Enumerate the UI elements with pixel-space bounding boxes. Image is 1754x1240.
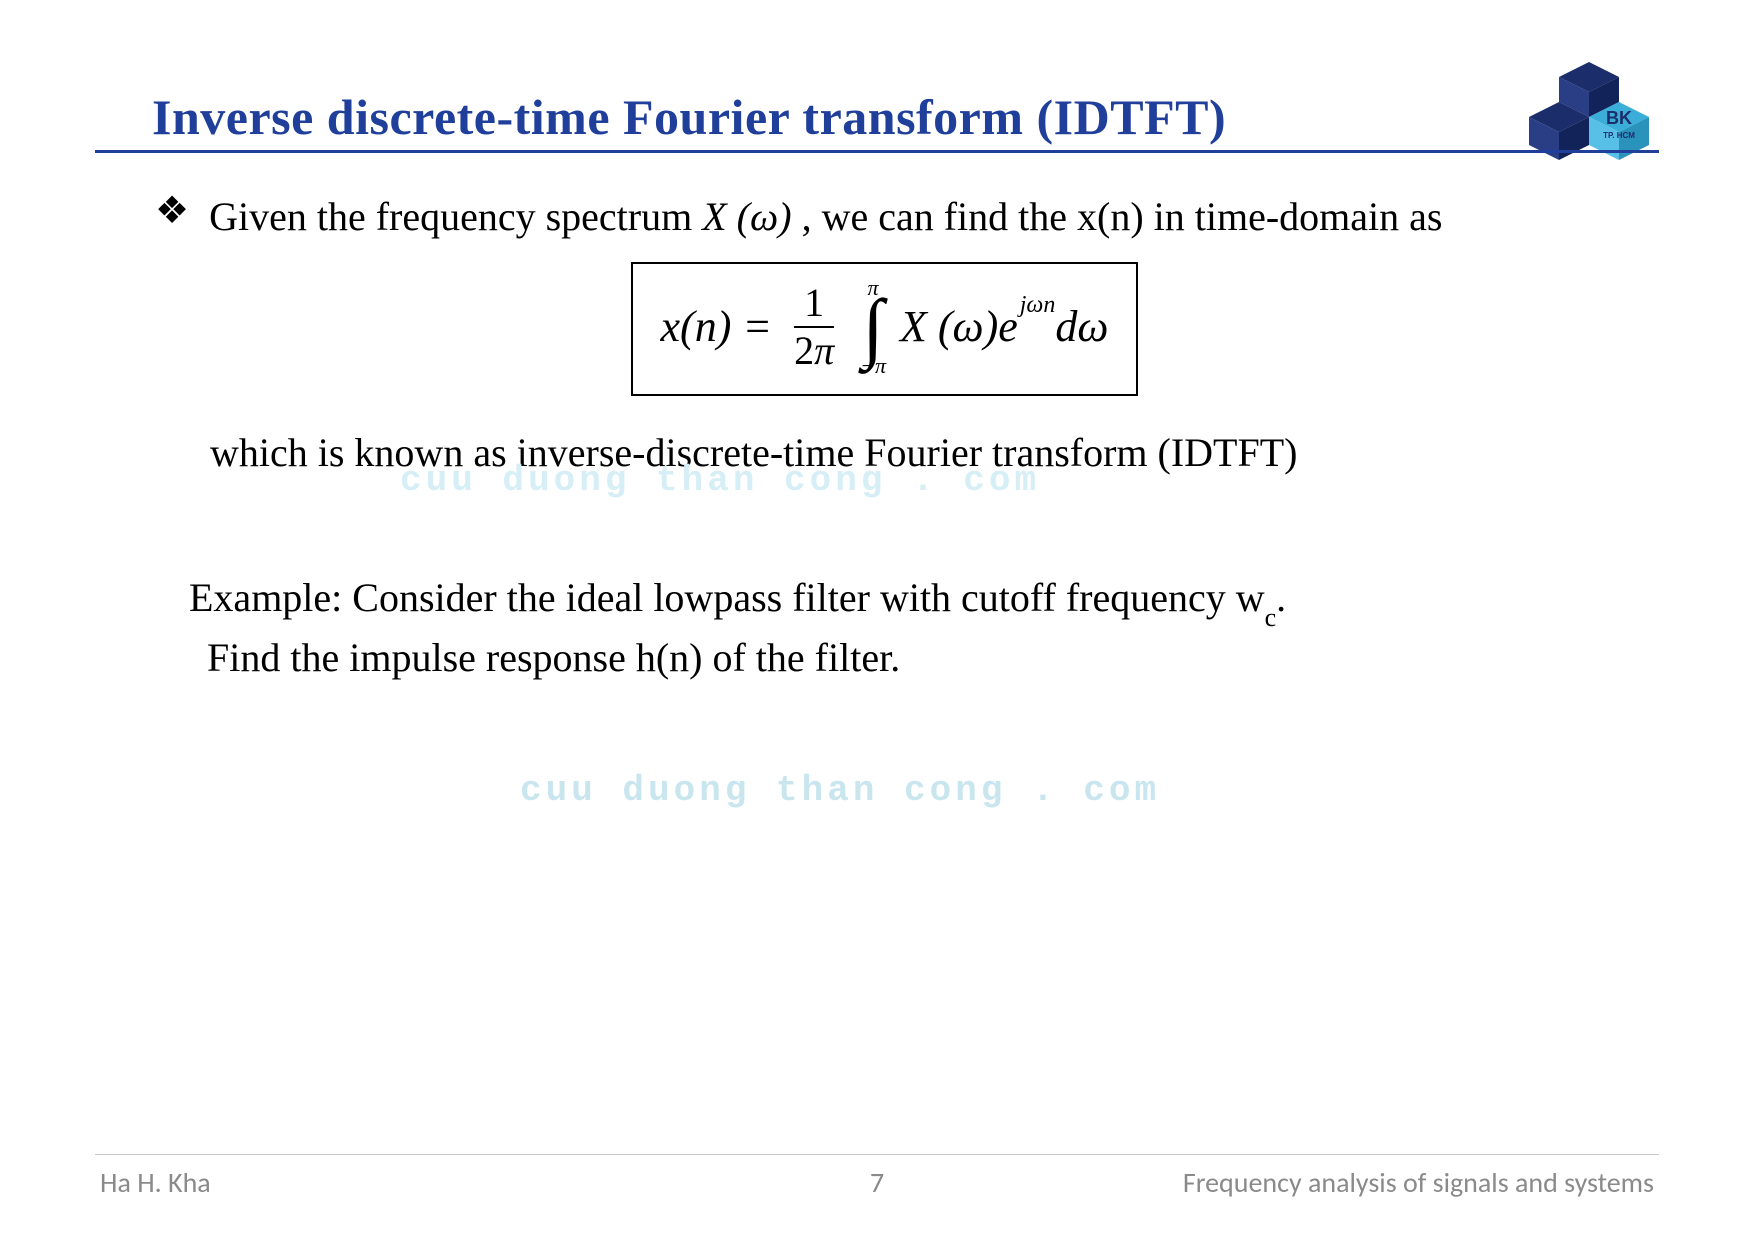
para1-pre: Given the frequency spectrum [209, 194, 702, 239]
footer: Ha H. Kha 7 Frequency analysis of signal… [100, 1165, 1654, 1200]
example-paragraph: Example: Consider the ideal lowpass filt… [189, 570, 1614, 686]
slide-body: ❖ Given the frequency spectrum X (ω) , w… [155, 190, 1614, 686]
integrand: X (ω)ejωndω [900, 301, 1108, 352]
logo-text-top: BK [1606, 108, 1632, 128]
formula-container: x(n) = 1 2π π ∫ −π X (ω)ejωndω [155, 262, 1614, 396]
footer-page-number: 7 [100, 1165, 1654, 1200]
frac-numerator: 1 [794, 282, 834, 328]
integrand-tail: dω [1055, 302, 1108, 351]
bullet-item-1: ❖ Given the frequency spectrum X (ω) , w… [155, 190, 1614, 244]
example-line-1: Example: Consider the ideal lowpass filt… [189, 570, 1614, 630]
slide-title: Inverse discrete-time Fourier transform … [152, 88, 1226, 146]
example-l1-pre: Example: Consider the ideal lowpass filt… [189, 575, 1265, 620]
example-l1-post: . [1276, 575, 1286, 620]
integrand-exp: jωn [1020, 292, 1056, 318]
logo-text-bottom: TP. HCM [1603, 131, 1635, 140]
example-line-2: Find the impulse response h(n) of the fi… [207, 630, 1614, 686]
frac-den-coef: 2 [794, 328, 814, 373]
footer-rule [95, 1154, 1659, 1155]
intro-paragraph: Given the frequency spectrum X (ω) , we … [209, 190, 1442, 244]
header-row: Inverse discrete-time Fourier transform … [152, 62, 1654, 172]
watermark-1: cuu duong than cong . com [400, 460, 1040, 501]
bk-logo-icon: BK TP. HCM [1524, 62, 1654, 172]
idtft-formula: x(n) = 1 2π π ∫ −π X (ω)ejωndω [661, 278, 1109, 376]
para1-math: X (ω) [702, 194, 791, 239]
title-underline [95, 150, 1659, 153]
example-l1-sub: c [1265, 603, 1277, 632]
formula-fraction: 1 2π [788, 282, 840, 372]
slide: Inverse discrete-time Fourier transform … [0, 0, 1754, 1240]
frac-denominator: 2π [788, 328, 840, 372]
integrand-X: X (ω)e [900, 302, 1018, 351]
para1-post: , we can find the x(n) in time-domain as [792, 194, 1443, 239]
integral-symbol: ∫ [862, 296, 883, 358]
watermark-2: cuu duong than cong . com [520, 770, 1160, 811]
diamond-bullet-icon: ❖ [155, 192, 189, 230]
integral: π ∫ −π [860, 278, 886, 376]
frac-den-pi: π [814, 328, 834, 373]
integral-lower: −π [860, 356, 886, 376]
university-logo: BK TP. HCM [1524, 62, 1654, 172]
formula-lhs: x(n) = [661, 301, 773, 352]
formula-box: x(n) = 1 2π π ∫ −π X (ω)ejωndω [631, 262, 1139, 396]
